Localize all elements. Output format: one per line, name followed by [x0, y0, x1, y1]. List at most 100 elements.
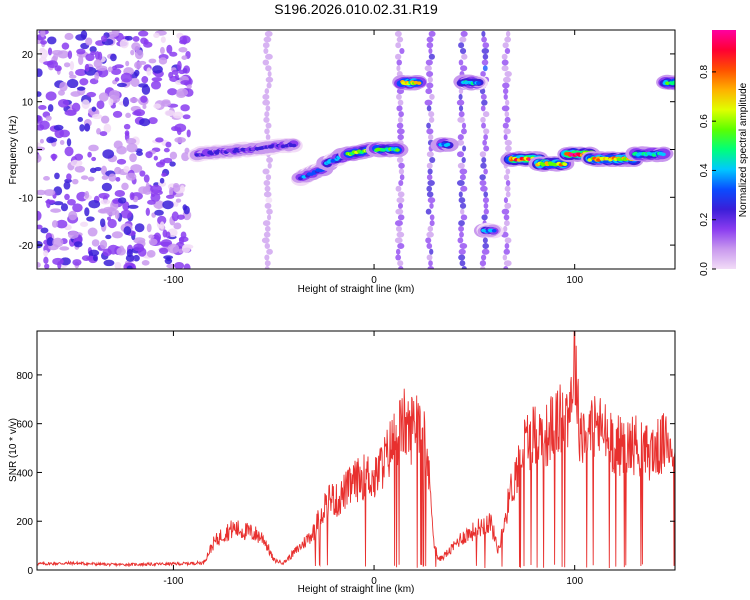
streak-blob — [503, 266, 509, 269]
streak-blob — [456, 99, 465, 106]
streak-blob — [266, 208, 273, 215]
noise-speckle — [57, 98, 70, 108]
ridge-blob — [394, 148, 400, 152]
streak-blob — [483, 128, 490, 135]
streak-blob — [460, 208, 465, 215]
noise-speckle — [168, 71, 174, 79]
noise-speckle — [63, 181, 71, 190]
streak-blob — [505, 30, 511, 37]
noise-speckle — [93, 59, 102, 68]
snr-background — [37, 331, 675, 570]
noise-speckle — [71, 178, 79, 185]
streak-blob — [458, 93, 463, 100]
noise-speckle — [159, 221, 165, 230]
noise-speckle — [159, 177, 165, 184]
noise-speckle — [179, 185, 185, 193]
streak-blob — [397, 202, 403, 209]
streak-blob — [460, 65, 468, 72]
noise-speckle — [91, 239, 100, 247]
x-tick-label: 100 — [566, 275, 583, 286]
noise-speckle — [145, 207, 150, 217]
streak-blob — [483, 208, 489, 215]
streak-blob — [262, 93, 270, 100]
noise-speckle — [120, 72, 133, 83]
streak-blob — [265, 134, 271, 141]
noise-speckle — [140, 95, 148, 103]
streak-blob — [457, 162, 465, 169]
noise-speckle — [43, 249, 49, 257]
noise-speckle — [49, 137, 58, 143]
streak-blob — [264, 254, 270, 261]
noise-speckle — [45, 115, 52, 121]
noise-speckle — [159, 46, 165, 55]
noise-speckle — [174, 201, 179, 207]
noise-speckle — [150, 192, 161, 202]
streak-blob — [429, 214, 435, 221]
noise-speckle — [76, 48, 86, 55]
streak-blob — [482, 243, 490, 250]
noise-speckle — [45, 199, 56, 204]
colorbar-tick-label: 0.6 — [699, 114, 710, 128]
streak-blob — [480, 266, 486, 269]
noise-speckle — [80, 221, 89, 227]
y-tick-label: 10 — [22, 98, 34, 109]
noise-speckle — [50, 208, 62, 213]
noise-speckle — [86, 216, 95, 222]
noise-speckle — [178, 47, 188, 53]
streak-blob — [459, 231, 464, 238]
noise-speckle — [136, 151, 143, 156]
noise-speckle — [155, 137, 164, 143]
streak-blob — [426, 151, 434, 158]
streak-blob — [503, 260, 512, 267]
streak-blob — [267, 162, 272, 169]
y-tick-label: 800 — [16, 371, 33, 382]
noise-speckle — [96, 128, 101, 135]
snr-series-line — [37, 331, 675, 569]
noise-speckle — [139, 170, 146, 177]
spectrogram-streaks — [261, 30, 512, 269]
streak-blob — [459, 202, 467, 209]
x-tick-label: 100 — [566, 576, 583, 587]
snr-frame — [36, 330, 676, 571]
noise-speckle — [165, 141, 172, 148]
streak-blob — [426, 122, 431, 129]
streak-blob — [395, 248, 401, 255]
noise-speckle — [73, 241, 83, 248]
streak-blob — [482, 111, 490, 118]
noise-speckle — [110, 53, 117, 62]
streak-blob — [396, 105, 403, 112]
noise-speckle — [101, 35, 108, 42]
colorbar-gradient — [712, 30, 736, 269]
noise-speckle — [130, 77, 140, 88]
streak-blob — [504, 111, 510, 118]
noise-speckle — [107, 218, 117, 229]
noise-speckle — [107, 216, 112, 221]
noise-speckle — [92, 254, 98, 262]
snr-panel: -100 0 100 0 200 400 600 800 Height of straight… — [8, 330, 676, 595]
noise-speckle — [64, 109, 77, 116]
ridge-blob — [209, 151, 214, 156]
streak-blob — [426, 191, 434, 198]
noise-speckle — [108, 89, 120, 100]
streak-blob — [397, 134, 404, 141]
streak-blob — [429, 202, 434, 209]
y-tick-label: 400 — [16, 468, 33, 479]
noise-speckle — [94, 71, 100, 81]
streak-blob — [397, 243, 405, 250]
streak-blob — [503, 174, 510, 181]
streak-blob — [264, 30, 273, 37]
noise-speckle — [163, 147, 170, 153]
streak-blob — [457, 134, 464, 141]
streak-blob — [458, 248, 466, 255]
noise-speckle — [74, 165, 85, 173]
noise-speckle — [40, 30, 46, 38]
noise-speckle — [64, 146, 74, 157]
streak-blob — [458, 197, 466, 204]
noise-speckle — [123, 165, 130, 173]
streak-blob — [265, 197, 273, 204]
noise-speckle — [148, 234, 155, 239]
streak-blob — [395, 225, 402, 232]
noise-speckle — [86, 91, 97, 98]
noise-speckle — [94, 51, 100, 60]
streak-blob — [262, 42, 270, 49]
